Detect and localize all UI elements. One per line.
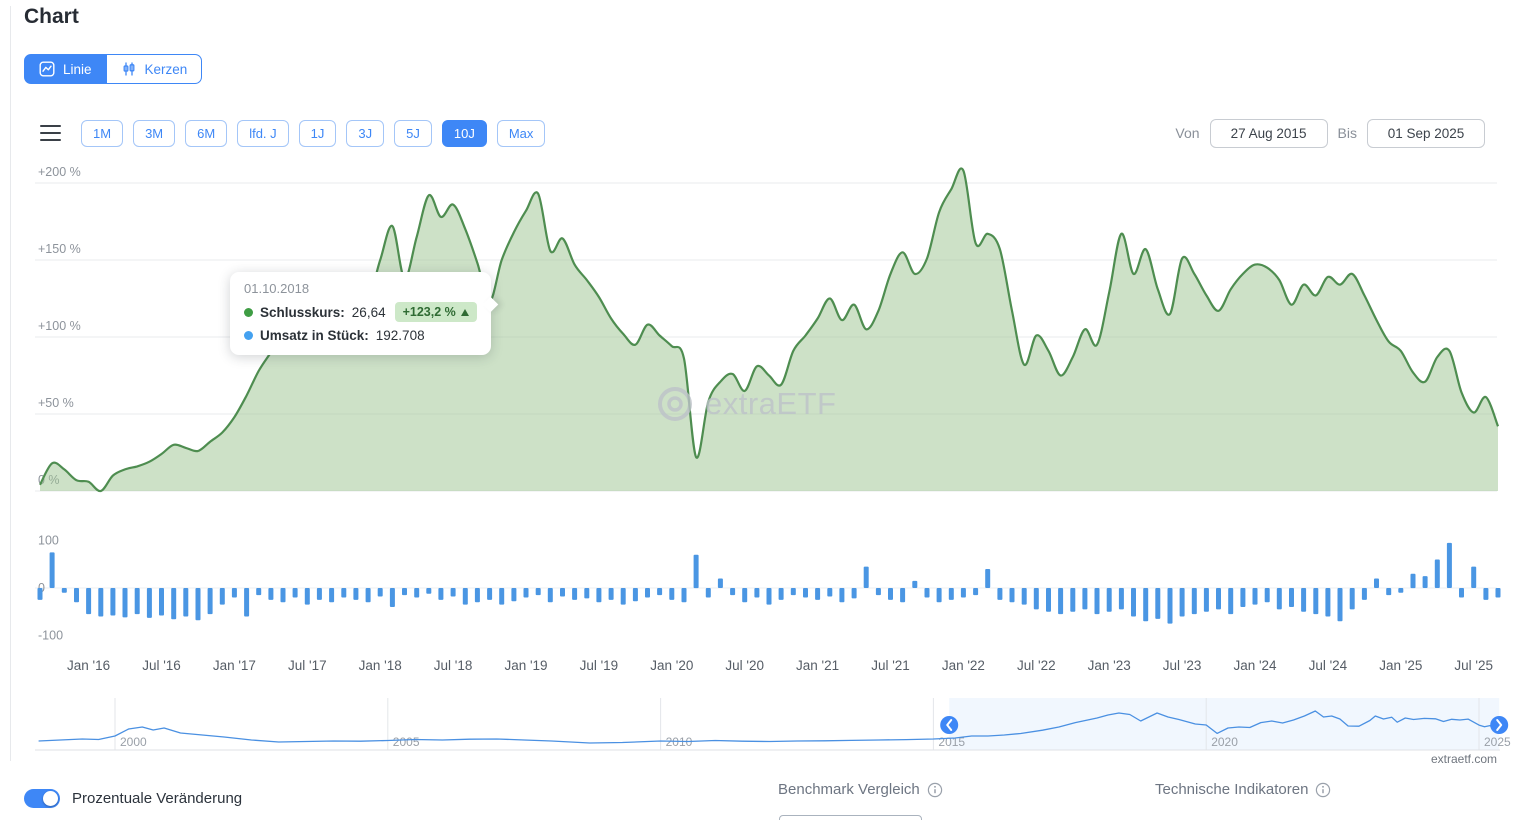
site-credit: extraetf.com [1430, 752, 1497, 766]
change-badge-text: +123,2 % [402, 305, 456, 319]
performance-chart[interactable]: 0 %+50 %+100 %+150 %+200 % [0, 165, 1514, 505]
x-axis-label: Jan '25 [1379, 658, 1423, 673]
percent-change-row: Prozentuale Veränderung [24, 789, 242, 808]
change-badge: +123,2 % [394, 302, 477, 322]
benchmark-label: Benchmark Vergleich [778, 781, 920, 798]
x-axis-label: Jan '22 [941, 658, 985, 673]
x-axis-label: Jul '21 [871, 658, 910, 673]
bis-date-input[interactable] [1367, 118, 1485, 148]
x-axis-label: Jul '19 [579, 658, 619, 673]
candlestick-chart-icon [123, 62, 134, 76]
kerzen-label: Kerzen [144, 61, 188, 77]
range-selector: 1M 3M 6M lfd. J 1J 3J 5J 10J Max [81, 119, 546, 147]
percent-change-toggle[interactable] [24, 789, 60, 808]
von-date-input[interactable] [1209, 118, 1328, 148]
range-button-lfdj[interactable]: lfd. J [237, 119, 289, 147]
page-title: Chart [24, 5, 79, 28]
x-axis-label: Jul '22 [1016, 658, 1056, 673]
navigator-selection[interactable] [949, 698, 1500, 750]
toggle-knob [43, 791, 58, 806]
linie-button[interactable]: Linie [24, 54, 107, 84]
x-axis-label: Jul '23 [1162, 658, 1202, 673]
chart-menu-icon[interactable] [40, 124, 61, 142]
x-axis-label: Jul '17 [287, 658, 327, 673]
info-icon[interactable] [1315, 782, 1331, 798]
svg-text:2020: 2020 [1211, 735, 1238, 749]
x-axis-label: Jul '18 [433, 658, 473, 673]
range-button-6m[interactable]: 6M [185, 119, 228, 147]
close-label: Schlusskurs: [260, 304, 345, 320]
benchmark-dropdown[interactable] [779, 815, 922, 820]
arrow-up-icon [460, 308, 469, 316]
info-icon[interactable] [927, 782, 943, 798]
range-button-1j[interactable]: 1J [298, 119, 337, 147]
x-axis-label: Jan '21 [796, 658, 840, 673]
svg-text:2005: 2005 [393, 735, 420, 749]
chevron-right-icon [1496, 719, 1503, 731]
line-chart-icon [39, 61, 55, 77]
close-value: 26,64 [351, 304, 386, 320]
range-button-3m[interactable]: 3M [133, 119, 176, 147]
range-button-10j[interactable]: 10J [441, 119, 487, 147]
bis-label: Bis [1337, 125, 1357, 141]
svg-text:2010: 2010 [666, 735, 693, 749]
chart-tooltip: 01.10.2018 Schlusskurs: 26,64 +123,2 % U… [230, 272, 499, 355]
volume-series-dot [244, 331, 253, 340]
svg-text:-100: -100 [38, 629, 63, 643]
volume-chart[interactable]: 1000-100 [0, 530, 1514, 655]
date-range: Von Bis [1175, 118, 1485, 148]
x-axis-label: Jul '24 [1308, 658, 1348, 673]
svg-text:+200 %: +200 % [38, 165, 81, 179]
svg-text:+150 %: +150 % [38, 242, 81, 256]
linie-label: Linie [63, 61, 92, 77]
tooltip-row-volume: Umsatz in Stück: 192.708 [244, 328, 477, 343]
range-button-max[interactable]: Max [496, 119, 546, 147]
x-axis-label: Jan '20 [650, 658, 694, 673]
von-label: Von [1175, 125, 1200, 141]
svg-text:+50 %: +50 % [38, 396, 74, 410]
left-divider [10, 6, 11, 761]
benchmark-section: Benchmark Vergleich [778, 781, 943, 798]
svg-text:+100 %: +100 % [38, 319, 81, 333]
x-axis-label: Jan '23 [1087, 658, 1131, 673]
navigator-chart[interactable]: 2000 2005 2010 2015 2020 2025 [0, 698, 1514, 756]
volume-label: Umsatz in Stück: [260, 328, 369, 343]
tooltip-row-close: Schlusskurs: 26,64 +123,2 % [244, 302, 477, 322]
x-axis-label: Jan '24 [1233, 658, 1277, 673]
close-series-dot [244, 307, 253, 317]
range-button-1m[interactable]: 1M [81, 119, 124, 147]
range-toolbar: 1M 3M 6M lfd. J 1J 3J 5J 10J Max Von Bis [40, 118, 1485, 148]
tooltip-date: 01.10.2018 [244, 281, 310, 296]
x-axis-label: Jul '16 [142, 658, 181, 673]
x-axis-labels: Jan '16 Jul '16 Jan '17 Jul '17 Jan '18 Jul '… [0, 658, 1514, 682]
svg-text:2000: 2000 [120, 735, 147, 749]
x-axis-label: Jan '18 [358, 658, 402, 673]
x-axis-label: Jan '19 [504, 658, 548, 673]
kerzen-button[interactable]: Kerzen [106, 54, 203, 84]
percent-change-label: Prozentuale Veränderung [72, 790, 243, 807]
indicators-label: Technische Indikatoren [1155, 781, 1309, 798]
x-axis-label: Jan '16 [67, 658, 111, 673]
navigator-right-handle[interactable] [1490, 716, 1509, 734]
range-button-3j[interactable]: 3J [346, 119, 385, 147]
chart-type-toggle: Linie Kerzen [24, 54, 203, 84]
range-button-5j[interactable]: 5J [394, 119, 432, 147]
navigator-left-handle[interactable] [940, 716, 959, 734]
svg-text:2025: 2025 [1484, 735, 1511, 749]
x-axis-label: Jul '25 [1454, 658, 1493, 673]
svg-text:100: 100 [38, 534, 59, 548]
x-axis-label: Jan '17 [212, 658, 256, 673]
x-axis-label: Jul '20 [725, 658, 764, 673]
chevron-left-icon [946, 719, 953, 731]
indicators-section: Technische Indikatoren [1155, 781, 1331, 798]
volume-value: 192.708 [375, 328, 425, 343]
